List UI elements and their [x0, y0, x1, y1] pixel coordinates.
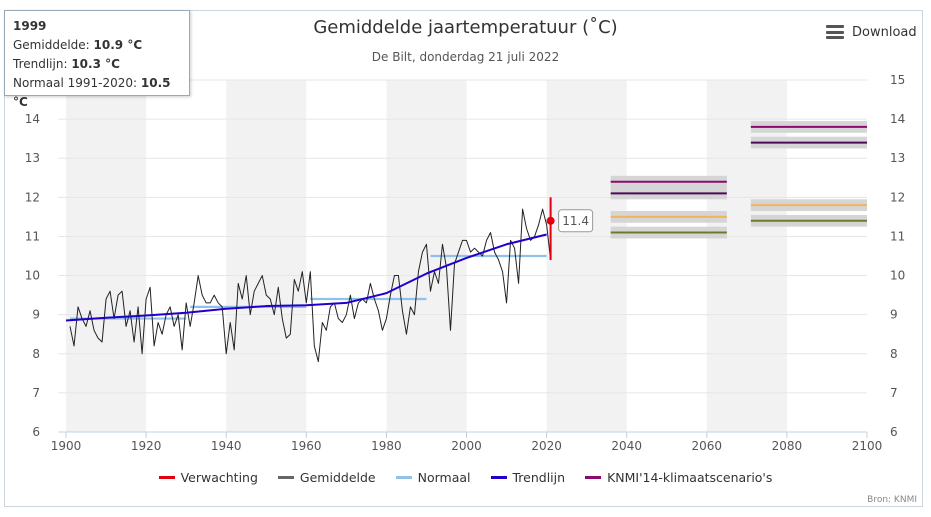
legend-item-trendlijn[interactable]: Trendlijn: [490, 470, 566, 485]
y-tick-label-right: 12: [890, 190, 905, 204]
x-tick-label: 1900: [51, 439, 82, 453]
plot-band: [546, 80, 627, 432]
x-tick-label: 1980: [371, 439, 402, 453]
y-tick-label-left: 12: [25, 190, 40, 204]
chart-title: Gemiddelde jaartemperatuur (˚C): [313, 17, 618, 38]
x-tick-label: 2080: [772, 439, 803, 453]
y-tick-label-right: 8: [890, 347, 898, 361]
legend-label: Trendlijn: [512, 470, 566, 485]
tooltip-row: Normaal 1991-2020: 10.5 °C: [13, 74, 181, 112]
legend-swatch: [585, 476, 602, 479]
tooltip-label: Trendlijn:: [13, 57, 68, 71]
x-tick-label: 1960: [291, 439, 322, 453]
legend-item-klimaatscenarios[interactable]: KNMI'14-klimaatscenario's: [585, 470, 772, 485]
x-tick-label: 2040: [611, 439, 642, 453]
legend-label: Verwachting: [180, 470, 258, 485]
y-tick-label-right: 7: [890, 386, 898, 400]
y-tick-label-right: 13: [890, 151, 905, 165]
x-tick-label: 2000: [451, 439, 482, 453]
y-tick-label-right: 9: [890, 308, 898, 322]
x-tick-label: 2060: [692, 439, 723, 453]
menu-icon: [826, 25, 844, 39]
y-tick-label-right: 10: [890, 269, 905, 283]
x-tick-label: 1940: [211, 439, 242, 453]
legend-swatch: [395, 476, 412, 479]
y-tick-label-left: 13: [25, 151, 40, 165]
tooltip-row: Trendlijn: 10.3 °C: [13, 55, 181, 74]
download-label: Download: [852, 24, 917, 40]
legend-swatch: [158, 476, 175, 479]
chart-subtitle: De Bilt, donderdag 21 juli 2022: [371, 50, 560, 64]
y-tick-label-right: 14: [890, 112, 905, 126]
x-tick-label: 1920: [131, 439, 162, 453]
legend-label: KNMI'14-klimaatscenario's: [607, 470, 773, 485]
y-tick-label-left: 7: [32, 386, 40, 400]
legend: Verwachting Gemiddelde Normaal Trendlijn…: [0, 470, 931, 485]
plot-band: [66, 80, 147, 432]
series-line-gemiddelde: [69, 208, 552, 363]
y-tick-label-left: 8: [32, 347, 40, 361]
legend-swatch: [277, 476, 294, 479]
source-credit: Bron: KNMI: [867, 495, 917, 505]
y-tick-label-right: 11: [890, 229, 905, 243]
tooltip-label: Gemiddelde:: [13, 38, 90, 52]
tooltip-year: 1999: [13, 19, 47, 33]
forecast-label-box: [558, 209, 594, 233]
tooltip-row: Gemiddelde: 10.9 °C: [13, 36, 181, 55]
tooltip-value: 10.3 °C: [71, 57, 120, 71]
tooltip-label: Normaal 1991-2020:: [13, 76, 138, 90]
tooltip: 1999 Gemiddelde: 10.9 °C Trendlijn: 10.3…: [4, 10, 190, 109]
y-tick-label-left: 6: [32, 425, 40, 439]
y-tick-label-left: 9: [32, 308, 40, 322]
y-tick-label-right: 15: [890, 73, 905, 87]
forecast-data-label: 11.4: [562, 214, 589, 228]
x-tick-label: 2020: [531, 439, 562, 453]
legend-item-verwachting[interactable]: Verwachting: [158, 470, 258, 485]
y-tick-label-left: 11: [25, 229, 40, 243]
forecast-point: [546, 216, 555, 225]
legend-item-normaal[interactable]: Normaal: [395, 470, 471, 485]
legend-label: Gemiddelde: [299, 470, 376, 485]
plot-band: [226, 80, 307, 432]
legend-item-gemiddelde[interactable]: Gemiddelde: [277, 470, 376, 485]
tooltip-value: 10.5 °C: [13, 76, 171, 109]
tooltip-value: 10.9 °C: [93, 38, 143, 52]
y-tick-label-left: 14: [25, 112, 40, 126]
x-tick-label: 2100: [852, 439, 883, 453]
series-line-trendlijn: [65, 233, 547, 322]
y-tick-label-left: 10: [25, 269, 40, 283]
legend-swatch: [490, 476, 507, 479]
legend-label: Normaal: [417, 470, 471, 485]
download-button[interactable]: Download: [826, 22, 917, 42]
y-tick-label-right: 6: [890, 425, 898, 439]
